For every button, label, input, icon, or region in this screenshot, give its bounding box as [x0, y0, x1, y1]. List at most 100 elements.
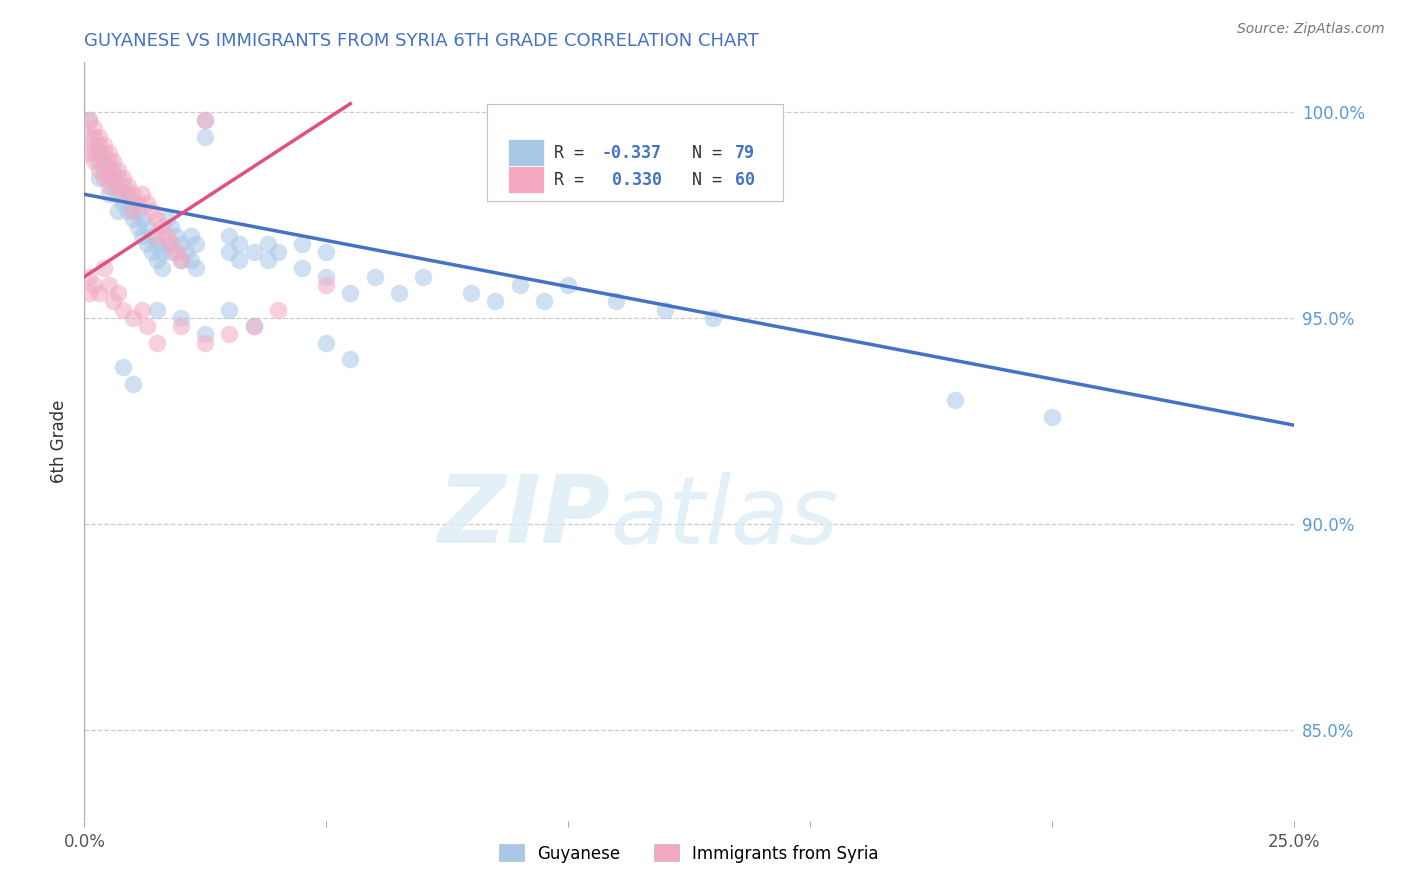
- Point: [509, 277, 531, 292]
- Point: [184, 236, 207, 251]
- Point: [267, 302, 290, 317]
- Point: [83, 146, 105, 161]
- Point: [97, 277, 120, 292]
- Point: [557, 277, 579, 292]
- Point: [121, 203, 143, 218]
- Point: [117, 179, 139, 194]
- Point: [174, 245, 197, 260]
- Point: [155, 212, 177, 227]
- Point: [97, 179, 120, 194]
- Text: R =: R =: [554, 170, 593, 188]
- Point: [117, 203, 139, 218]
- Point: [103, 179, 125, 194]
- Point: [315, 277, 337, 292]
- Point: [339, 352, 361, 367]
- Point: [242, 319, 264, 334]
- Point: [242, 245, 264, 260]
- Point: [315, 335, 337, 350]
- Point: [218, 245, 240, 260]
- Point: [87, 129, 110, 144]
- Point: [160, 236, 183, 251]
- Point: [146, 228, 169, 243]
- Point: [107, 187, 129, 202]
- FancyBboxPatch shape: [486, 104, 783, 202]
- Point: [141, 245, 163, 260]
- Point: [943, 393, 966, 408]
- Point: [131, 302, 153, 317]
- Point: [170, 319, 193, 334]
- Point: [170, 310, 193, 325]
- Point: [654, 302, 676, 317]
- Point: [103, 294, 125, 309]
- Text: 60: 60: [735, 170, 755, 188]
- Point: [97, 146, 120, 161]
- Point: [107, 286, 129, 301]
- Point: [315, 245, 337, 260]
- Point: [97, 187, 120, 202]
- Text: Source: ZipAtlas.com: Source: ZipAtlas.com: [1237, 22, 1385, 37]
- Point: [150, 220, 173, 235]
- Point: [194, 113, 217, 128]
- Point: [170, 253, 193, 268]
- Point: [146, 212, 169, 227]
- Point: [146, 253, 169, 268]
- Point: [112, 195, 135, 210]
- Point: [121, 376, 143, 391]
- Legend: Guyanese, Immigrants from Syria: Guyanese, Immigrants from Syria: [492, 838, 886, 869]
- Point: [103, 162, 125, 177]
- Point: [165, 245, 187, 260]
- Point: [339, 286, 361, 301]
- Point: [533, 294, 555, 309]
- Point: [136, 319, 159, 334]
- Point: [127, 195, 149, 210]
- Point: [93, 154, 115, 169]
- Point: [107, 179, 129, 194]
- Point: [87, 154, 110, 169]
- Point: [242, 319, 264, 334]
- Point: [107, 170, 129, 185]
- Bar: [508, 166, 544, 193]
- Point: [112, 360, 135, 375]
- Point: [136, 220, 159, 235]
- Point: [155, 228, 177, 243]
- Point: [460, 286, 482, 301]
- Point: [83, 277, 105, 292]
- Point: [218, 228, 240, 243]
- Point: [121, 187, 143, 202]
- Point: [155, 236, 177, 251]
- Point: [87, 146, 110, 161]
- Text: N =: N =: [672, 170, 733, 188]
- Text: ZIP: ZIP: [437, 471, 610, 564]
- Point: [146, 302, 169, 317]
- Point: [112, 170, 135, 185]
- Point: [218, 327, 240, 342]
- Point: [160, 245, 183, 260]
- Point: [146, 236, 169, 251]
- Point: [218, 302, 240, 317]
- Point: [97, 154, 120, 169]
- Point: [257, 253, 280, 268]
- Point: [93, 162, 115, 177]
- Text: GUYANESE VS IMMIGRANTS FROM SYRIA 6TH GRADE CORRELATION CHART: GUYANESE VS IMMIGRANTS FROM SYRIA 6TH GR…: [84, 32, 759, 50]
- Point: [77, 129, 100, 144]
- Point: [150, 245, 173, 260]
- Point: [77, 146, 100, 161]
- Point: [257, 236, 280, 251]
- Point: [194, 335, 217, 350]
- Point: [112, 302, 135, 317]
- Point: [165, 228, 187, 243]
- Point: [363, 269, 385, 284]
- Point: [160, 220, 183, 235]
- Point: [93, 261, 115, 276]
- Point: [127, 220, 149, 235]
- Point: [93, 170, 115, 185]
- Point: [112, 187, 135, 202]
- Point: [121, 212, 143, 227]
- Point: [121, 195, 143, 210]
- Point: [1040, 409, 1063, 424]
- Point: [194, 129, 217, 144]
- Point: [141, 203, 163, 218]
- Point: [141, 228, 163, 243]
- Point: [388, 286, 411, 301]
- Text: R =: R =: [554, 144, 593, 161]
